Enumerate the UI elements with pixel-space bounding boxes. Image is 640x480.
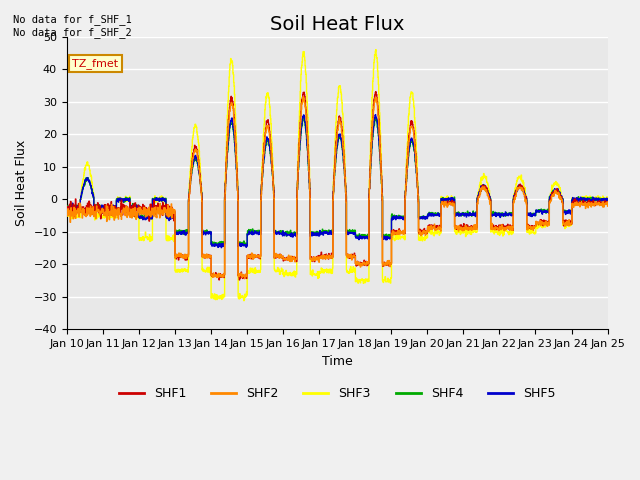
SHF4 <box>244 230 252 236</box>
Text: TZ_fmet: TZ_fmet <box>72 58 118 69</box>
SHF3 <box>493 229 500 235</box>
Line: SHF5: SHF5 <box>67 115 607 248</box>
SHF2 <box>170 208 178 214</box>
Line: SHF1: SHF1 <box>67 92 607 280</box>
SHF3 <box>63 212 70 218</box>
SHF2 <box>540 222 548 228</box>
SHF2 <box>300 94 307 99</box>
SHF5 <box>170 216 178 222</box>
SHF4 <box>183 227 191 233</box>
Y-axis label: Soil Heat Flux: Soil Heat Flux <box>15 140 28 226</box>
SHF2 <box>244 252 252 258</box>
SHF1 <box>183 252 191 258</box>
SHF4 <box>63 203 70 209</box>
SHF1 <box>236 277 243 283</box>
SHF1 <box>540 220 548 226</box>
SHF5 <box>183 230 191 236</box>
SHF3 <box>183 268 191 274</box>
SHF2 <box>493 226 500 231</box>
SHF2 <box>241 276 248 282</box>
SHF1 <box>170 218 178 224</box>
SHF4 <box>214 242 221 248</box>
SHF5 <box>604 197 611 203</box>
SHF4 <box>493 210 500 216</box>
Title: Soil Heat Flux: Soil Heat Flux <box>270 15 404 34</box>
X-axis label: Time: Time <box>322 355 353 368</box>
Legend: SHF1, SHF2, SHF3, SHF4, SHF5: SHF1, SHF2, SHF3, SHF4, SHF5 <box>114 382 561 405</box>
SHF2 <box>604 204 611 209</box>
SHF1 <box>604 199 611 204</box>
SHF2 <box>183 252 191 257</box>
SHF5 <box>63 206 70 212</box>
SHF3 <box>422 234 429 240</box>
SHF5 <box>540 209 548 215</box>
SHF5 <box>493 211 500 217</box>
SHF1 <box>244 255 252 261</box>
Line: SHF2: SHF2 <box>67 96 607 279</box>
SHF3 <box>540 221 548 227</box>
SHF4 <box>372 115 380 121</box>
SHF5 <box>422 215 429 221</box>
SHF1 <box>493 225 500 231</box>
SHF1 <box>63 206 70 212</box>
SHF4 <box>604 197 611 203</box>
SHF3 <box>604 195 611 201</box>
SHF1 <box>422 228 429 234</box>
SHF3 <box>170 239 178 244</box>
SHF3 <box>244 271 252 276</box>
SHF3 <box>372 47 380 52</box>
SHF3 <box>240 298 248 303</box>
SHF4 <box>422 216 429 221</box>
SHF5 <box>371 112 379 118</box>
SHF2 <box>422 229 429 235</box>
Text: No data for f_SHF_1
No data for f_SHF_2: No data for f_SHF_1 No data for f_SHF_2 <box>13 14 132 38</box>
SHF4 <box>540 209 548 215</box>
SHF2 <box>63 212 70 218</box>
SHF5 <box>218 245 225 251</box>
SHF5 <box>244 232 252 238</box>
Line: SHF3: SHF3 <box>67 49 607 300</box>
Line: SHF4: SHF4 <box>67 118 607 245</box>
SHF4 <box>170 213 178 219</box>
SHF1 <box>372 89 380 95</box>
